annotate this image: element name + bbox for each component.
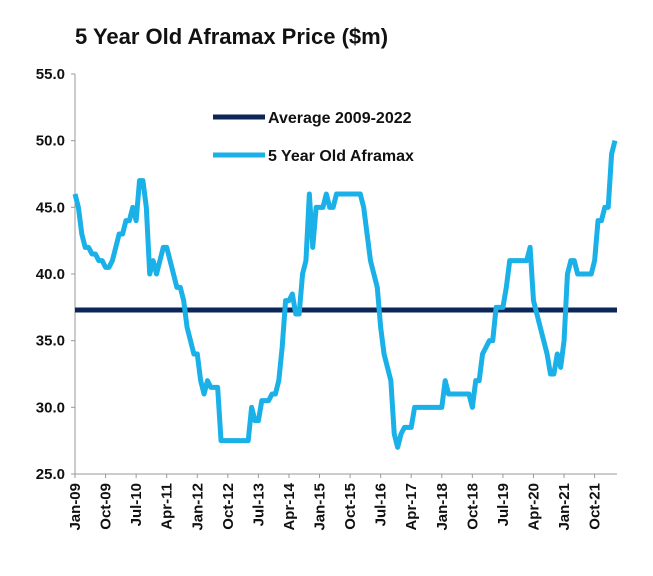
legend-label: 5 Year Old Aframax [268,148,414,165]
y-tick-label: 35.0 [36,333,65,350]
y-tick-label: 55.0 [36,66,65,83]
x-tick-label: Oct-15 [342,483,359,530]
chart-title: 5 Year Old Aframax Price ($m) [75,24,388,49]
x-tick-label: Jan-18 [434,483,451,531]
x-tick-label: Jul-16 [373,483,390,526]
x-tick-label: Jan-21 [556,483,573,531]
x-tick-label: Jan-12 [189,483,206,531]
x-tick-label: Jan-15 [312,483,329,531]
legend-label: Average 2009-2022 [268,110,412,127]
x-tick-label: Apr-17 [403,483,420,531]
x-tick-label: Apr-14 [281,482,298,530]
x-tick-label: Jan-09 [67,483,84,531]
x-tick-label: Jul-19 [495,483,512,526]
x-tick-label: Oct-18 [464,483,481,530]
x-tick-label: Oct-12 [220,483,237,530]
y-tick-label: 30.0 [36,399,65,416]
y-tick-label: 40.0 [36,266,65,283]
data-line [72,140,618,450]
x-tick-label: Jul-13 [250,483,267,526]
x-tick-label: Oct-21 [587,483,604,530]
x-tick-label: Oct-09 [98,483,115,530]
x-tick-label: Apr-20 [525,483,542,531]
y-tick-label: 45.0 [36,199,65,216]
y-tick-label: 25.0 [36,466,65,483]
y-tick-label: 50.0 [36,133,65,150]
x-tick-label: Jul-10 [128,483,145,526]
x-tick-label: Apr-11 [159,483,176,530]
